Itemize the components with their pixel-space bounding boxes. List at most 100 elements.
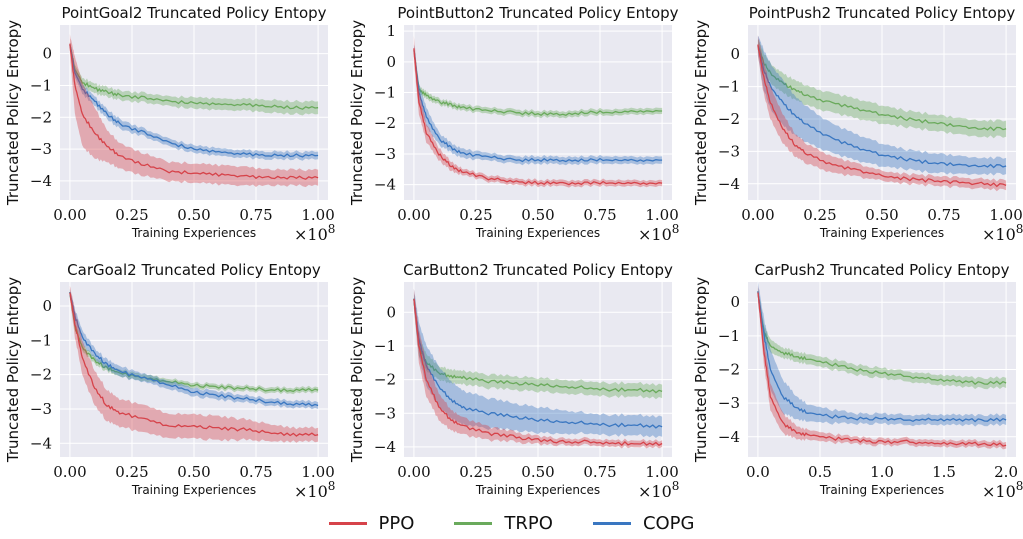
x-tick-label: 0.75 [927,206,960,224]
series-line-trpo [69,45,319,110]
chart-panel: 0.00 0.25 0.50 0.75 1.00 0 −1 −2 −3 −4 CarButton2 … [348,261,679,501]
x-tick-label: 0.00 [397,463,430,481]
chart-panel: 0.00 0.25 0.50 0.75 1.00 0 −1 −2 −3 −4 PointPush2 … [692,4,1023,244]
y-tick-label: −3 [374,145,396,163]
x-tick-label: 1.0 [870,463,894,481]
x-multiplier-label: ×108 [982,479,1023,501]
y-tick-label: −4 [718,175,740,193]
x-multiplier-label: ×108 [294,479,335,501]
y-tick-label: −1 [374,337,396,355]
series-line-trpo [69,292,319,393]
band-ppo [69,34,319,188]
chart-title: PointPush2 Truncated Policy Entopy [749,4,1016,22]
x-multiplier-label: ×108 [982,222,1023,244]
y-tick-label: −1 [718,78,740,96]
x-tick-label: 0.0 [746,463,770,481]
x-tick-label: 0.75 [583,463,616,481]
y-tick-label: −2 [718,110,740,128]
x-axis-label: Training Experiences [131,483,256,497]
y-tick-label: −2 [374,114,396,132]
band-ppo [69,285,319,443]
x-axis-label: Training Experiences [475,226,600,240]
chart-title: PointButton2 Truncated Policy Entopy [397,4,678,22]
y-tick-label: 0 [42,45,52,63]
legend-swatch-ppo [328,521,367,525]
legend-swatch-trpo [454,521,493,525]
x-tick-label: 0.5 [808,463,832,481]
x-tick-label: 0.00 [397,206,430,224]
band-copg [413,288,663,438]
series-line-copg [69,45,319,158]
chart-title: CarGoal2 Truncated Policy Entopy [67,261,321,279]
x-tick-label: 0.75 [239,463,272,481]
x-tick-label: 1.00 [989,206,1022,224]
x-axis-label: Training Experiences [131,226,256,240]
y-axis-label: Truncated Policy Entropy [4,277,22,463]
band-trpo [413,291,663,400]
series-line-trpo [413,50,663,117]
x-multiplier-label: ×108 [638,222,679,244]
x-multiplier-label: ×108 [638,479,679,501]
x-tick-label: 1.00 [645,206,678,224]
legend-label-copg: COPG [642,512,695,534]
y-tick-label: 0 [730,45,740,63]
band-trpo [413,47,663,119]
y-tick-label: −1 [718,327,740,345]
y-tick-label: 1 [386,22,396,40]
series-line-trpo [413,298,663,394]
y-tick-label: −1 [30,76,52,94]
x-tick-label: 0.25 [803,206,836,224]
y-tick-label: −2 [374,371,396,389]
band-trpo [757,287,1007,390]
series-line-copg [413,50,663,163]
y-tick-label: 0 [730,293,740,311]
x-multiplier-label: ×108 [294,222,335,244]
y-tick-label: −4 [30,172,52,190]
x-tick-label: 2.0 [994,463,1018,481]
legend-item-trpo: TRPO [454,513,553,534]
series-line-ppo [413,298,663,446]
series-line-copg [69,292,319,407]
y-tick-label: 0 [386,53,396,71]
y-tick-label: −1 [30,331,52,349]
band-copg [69,42,319,161]
x-tick-label: 0.25 [459,206,492,224]
chart-title: CarPush2 Truncated Policy Entopy [754,261,1009,279]
legend: PPO TRPO COPG [0,508,1023,538]
legend-label-trpo: TRPO [504,512,553,534]
x-tick-label: 0.25 [115,463,148,481]
y-tick-label: −4 [374,176,396,194]
y-tick-label: −2 [30,108,52,126]
y-axis-label: Truncated Policy Entropy [692,277,710,463]
y-tick-label: −3 [30,400,52,418]
y-axis-label: Truncated Policy Entropy [348,277,366,463]
chart-panel: 0.0 0.5 1.0 1.5 2.0 0 −1 −2 −3 −4 CarPush2 Truncat… [692,261,1023,501]
band-copg [757,36,1007,176]
chart-title: PointGoal2 Truncated Policy Entopy [61,4,326,22]
y-tick-label: −4 [718,428,740,446]
y-tick-label: −2 [718,361,740,379]
x-tick-label: 0.00 [53,463,86,481]
x-tick-label: 1.00 [645,463,678,481]
legend-swatch-copg [592,521,631,525]
band-ppo [757,34,1007,192]
series-line-trpo [757,291,1007,385]
chart-title: CarButton2 Truncated Policy Entopy [403,261,673,279]
y-tick-label: −4 [30,434,52,452]
x-tick-label: 0.50 [521,206,554,224]
y-tick-label: −3 [30,140,52,158]
chart-panel: 0.00 0.25 0.50 0.75 1.00 0 −1 −2 −3 −4 CarGoal2 Tr… [4,261,335,501]
band-trpo [69,42,319,116]
x-tick-label: 1.00 [301,463,334,481]
chart-panel: 0.00 0.25 0.50 0.75 1.00 0 −1 −2 −3 −4 PointGoal2 … [4,4,335,244]
x-tick-label: 1.00 [301,206,334,224]
series-line-copg [413,298,663,429]
x-tick-label: 0.50 [865,206,898,224]
legend-item-ppo: PPO [328,513,414,534]
y-tick-label: −3 [374,404,396,422]
x-tick-label: 0.00 [53,206,86,224]
y-tick-label: −2 [30,366,52,384]
y-tick-label: −3 [718,142,740,160]
series-line-ppo [757,44,1007,188]
